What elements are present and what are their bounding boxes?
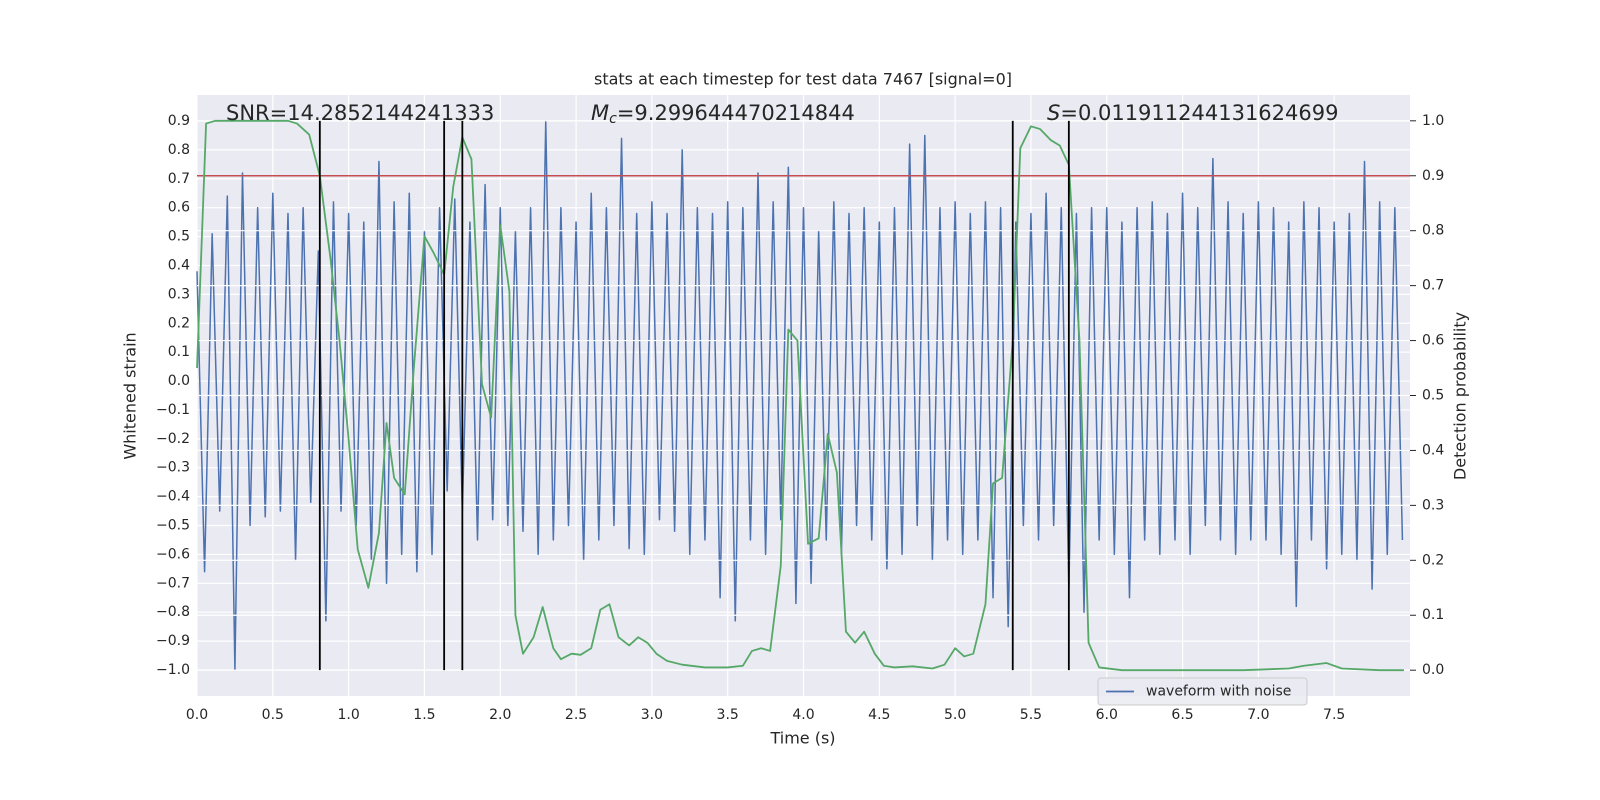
x-tick-label: 3.0 [641,707,663,723]
data-line [196,120,1404,671]
x-tick-label: 3.5 [717,707,739,723]
x-tick-label: 7.5 [1323,707,1345,723]
y-tick-label: −0.8 [156,604,190,620]
y-tick-label: 0.7 [168,171,190,187]
y-tick-label: −0.6 [156,546,190,562]
y-tick-label: 0.5 [168,229,190,245]
y-tick-label: −0.3 [156,460,190,476]
symbol: M [591,101,609,125]
x-tick-label: 5.0 [944,707,966,723]
y-tick-label: −1.0 [156,662,190,678]
y2-tick-label: 0.7 [1422,278,1444,294]
legend-label: waveform with noise [1146,684,1291,700]
x-axis-label: Time (s) [769,729,835,748]
y2-tick-label: 0.4 [1422,442,1444,458]
y2-axis-label: Detection probability [1451,312,1470,480]
y-tick-label: 0.9 [168,113,190,129]
y-tick-label: 0.4 [168,257,190,273]
y-axis-label: Whitened strain [121,332,140,459]
y2-tick-label: 0.9 [1422,168,1444,184]
y-tick-label: 0.6 [168,200,190,216]
x-tick-label: 2.5 [565,707,587,723]
y-tick-label: 0.1 [168,344,190,360]
x-tick-label: 6.0 [1096,707,1118,723]
x-tick-label: 0.5 [262,707,284,723]
x-tick-label: 5.5 [1020,707,1042,723]
over-layer [196,119,1410,672]
y2-tick-label: 0.1 [1422,607,1444,623]
symbol: S [1047,101,1060,125]
y-tick-label: 0.2 [168,315,190,331]
value-text: =9.299644470214844 [617,101,855,125]
snr-annotation: SNR=14.2852144241333 [226,101,494,125]
y-tick-label: −0.2 [156,431,190,447]
x-tick-label: 7.0 [1247,707,1269,723]
y2-tick-label: 0.2 [1422,552,1444,568]
x-tick-label: 4.5 [868,707,890,723]
legend-box [1097,677,1308,706]
y2-tick-label: 0.5 [1422,388,1444,404]
y-tick-label: −0.4 [156,489,190,505]
s-annotation: S=0.011911244131624699 [1047,101,1338,125]
x-tick-label: 1.5 [413,707,435,723]
chirp-mass-annotation: Mc=9.299644470214844 [591,101,855,127]
x-tick-label: 0.0 [186,707,208,723]
y2-tick-label: 0.6 [1422,333,1444,349]
subscript: c [609,111,617,127]
y2-tick-label: 0.8 [1422,223,1444,239]
data-line [196,119,1404,672]
y-tick-label: −0.5 [156,518,190,534]
chart-title: stats at each timestep for test data 746… [594,70,1012,89]
y-tick-label: 0.8 [168,142,190,158]
y-tick-label: 0.3 [168,286,190,302]
x-tick-label: 2.0 [489,707,511,723]
y-tick-label: 0.0 [168,373,190,389]
x-tick-label: 6.5 [1171,707,1193,723]
y-tick-label: −0.1 [156,402,190,418]
x-tick-label: 1.0 [337,707,359,723]
y2-tick-label: 1.0 [1422,113,1444,129]
y-tick-label: −0.9 [156,633,190,649]
x-tick-label: 4.0 [792,707,814,723]
value-text: =0.011911244131624699 [1060,101,1338,125]
y2-tick-label: 0.0 [1422,662,1444,678]
y-tick-label: −0.7 [156,575,190,591]
y2-tick-label: 0.3 [1422,497,1444,513]
